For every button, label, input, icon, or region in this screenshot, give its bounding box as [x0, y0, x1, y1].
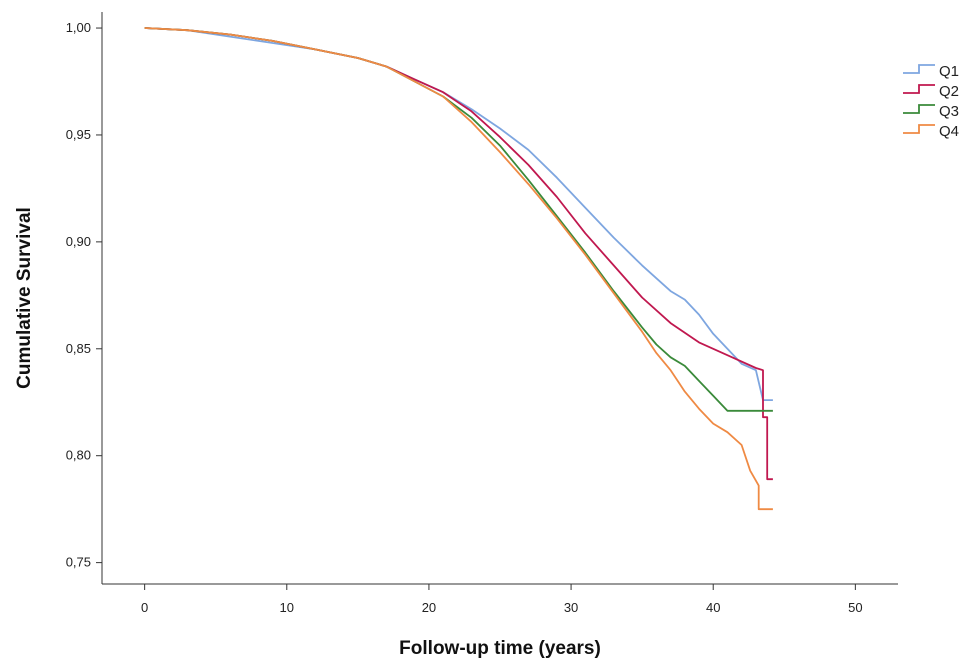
series-line-q1: [144, 27, 773, 401]
axes: 0 10 20 30 40 50 1,00 0,95 0,90 0,85 0,80 0,75: [66, 12, 898, 615]
y-tick-label: 0,85: [66, 341, 91, 356]
x-tick-label: 30: [564, 600, 578, 615]
legend-label-q1: Q1: [939, 63, 959, 80]
x-axis-title: Follow-up time (years): [399, 638, 601, 659]
x-tick-label: 40: [706, 600, 720, 615]
legend-swatch-q2: [903, 84, 935, 94]
legend: Q1 Q2 Q3 Q4: [903, 63, 959, 140]
legend-swatch-q3: [903, 104, 935, 114]
x-tick-label: 50: [848, 600, 862, 615]
series-layer: [144, 27, 773, 511]
series-line-q4: [144, 27, 773, 511]
x-tick-label: 20: [422, 600, 436, 615]
x-tick-label: 0: [141, 600, 148, 615]
y-axis-title: Cumulative Survival: [14, 207, 35, 389]
series-line-q3: [144, 27, 773, 412]
legend-label-q2: Q2: [939, 83, 959, 100]
series-line-q2: [144, 27, 773, 481]
legend-swatch-q4: [903, 124, 935, 134]
y-tick-label: 0,95: [66, 127, 91, 142]
x-tick-label: 10: [280, 600, 294, 615]
y-tick-label: 0,75: [66, 555, 91, 570]
legend-label-q3: Q3: [939, 103, 959, 120]
y-tick-label: 0,90: [66, 234, 91, 249]
legend-label-q4: Q4: [939, 123, 959, 140]
legend-swatch-q1: [903, 64, 935, 74]
y-tick-label: 0,80: [66, 448, 91, 463]
y-tick-label: 1,00: [66, 20, 91, 35]
